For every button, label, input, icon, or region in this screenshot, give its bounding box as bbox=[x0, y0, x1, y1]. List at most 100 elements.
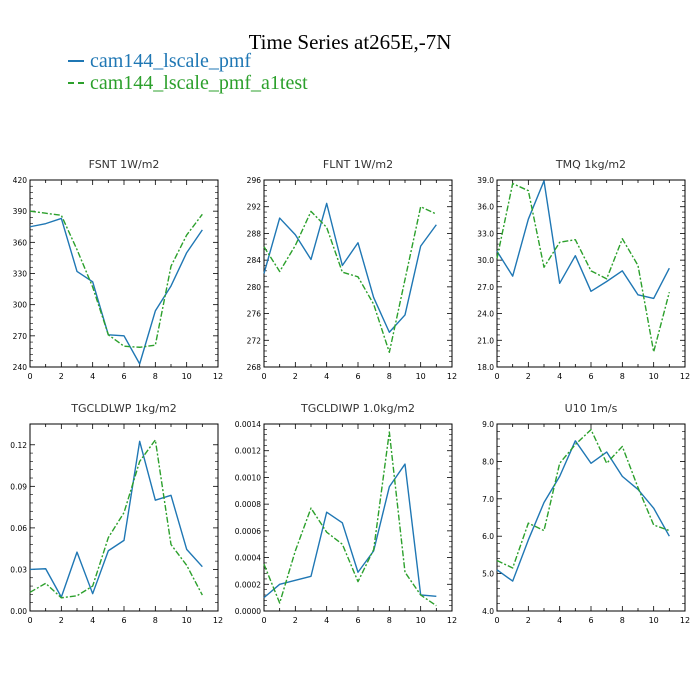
series-line-2 bbox=[263, 431, 437, 607]
x-tick-label: 10 bbox=[649, 616, 659, 625]
x-tick-label: 12 bbox=[447, 372, 457, 381]
x-tick-label: 6 bbox=[588, 616, 593, 625]
y-tick-label: 420 bbox=[13, 176, 28, 185]
series-line-1 bbox=[263, 202, 437, 333]
series-line-2 bbox=[496, 182, 671, 353]
y-tick-label: 390 bbox=[13, 207, 28, 216]
x-tick-label: 12 bbox=[447, 616, 457, 625]
y-tick-label: 300 bbox=[13, 301, 28, 310]
y-tick-label: 27.0 bbox=[477, 283, 494, 292]
series-line-1 bbox=[263, 463, 437, 599]
panel-title: FSNT 1W/m2 bbox=[89, 158, 160, 171]
legend-swatch-2 bbox=[68, 82, 84, 84]
y-tick-label: 0.0002 bbox=[235, 580, 261, 589]
y-tick-label: 33.0 bbox=[477, 229, 494, 238]
y-tick-label: 0.00 bbox=[10, 607, 27, 616]
x-tick-label: 10 bbox=[182, 372, 192, 381]
y-tick-label: 18.0 bbox=[477, 363, 494, 372]
x-tick-label: 8 bbox=[153, 616, 158, 625]
series-line-2 bbox=[263, 206, 437, 354]
chart-panel-1: FSNT 1W/m2 0 2 4 6 8 10 12 240 270 300 330 360 390 420 bbox=[13, 158, 223, 381]
y-tick-label: 270 bbox=[13, 332, 28, 341]
y-tick-label: 5.0 bbox=[482, 570, 494, 579]
x-tick-label: 2 bbox=[526, 616, 531, 625]
y-tick-label: 0.03 bbox=[10, 565, 27, 574]
x-tick-label: 10 bbox=[649, 372, 659, 381]
x-tick-label: 0 bbox=[27, 616, 32, 625]
y-tick-label: 0.06 bbox=[10, 524, 27, 533]
legend-item-series-1: cam144_lscale_pmf bbox=[68, 50, 308, 72]
y-tick-label: 0.12 bbox=[10, 441, 27, 450]
x-tick-label: 8 bbox=[387, 616, 392, 625]
x-tick-label: 6 bbox=[588, 372, 593, 381]
y-tick-label: 36.0 bbox=[477, 203, 494, 212]
y-tick-label: 39.0 bbox=[477, 176, 494, 185]
x-tick-label: 2 bbox=[59, 616, 64, 625]
y-tick-label: 288 bbox=[247, 229, 262, 238]
series-line-2 bbox=[496, 428, 670, 569]
series-line-1 bbox=[29, 217, 203, 365]
x-tick-label: 0 bbox=[261, 616, 266, 625]
y-tick-label: 24.0 bbox=[477, 310, 494, 319]
x-tick-label: 4 bbox=[557, 372, 562, 381]
y-tick-label: 296 bbox=[247, 176, 262, 185]
x-tick-label: 4 bbox=[324, 372, 329, 381]
y-tick-label: 284 bbox=[247, 256, 262, 265]
x-tick-label: 0 bbox=[27, 372, 32, 381]
chart-panel-3: TMQ 1kg/m2 0 2 4 6 8 10 12 18.0 21.0 24.0 27.0 30.0 3… bbox=[477, 158, 690, 381]
y-tick-label: 21.0 bbox=[477, 336, 494, 345]
x-tick-label: 12 bbox=[680, 372, 690, 381]
x-tick-label: 2 bbox=[293, 616, 298, 625]
series-line-1 bbox=[496, 180, 670, 300]
plot-frame bbox=[29, 423, 219, 612]
x-tick-label: 8 bbox=[153, 372, 158, 381]
y-tick-label: 0.0012 bbox=[235, 447, 261, 456]
panel-title: U10 1m/s bbox=[565, 402, 618, 415]
y-tick-label: 240 bbox=[13, 363, 28, 372]
y-tick-label: 280 bbox=[247, 283, 262, 292]
x-tick-label: 10 bbox=[416, 372, 426, 381]
y-tick-label: 276 bbox=[247, 310, 262, 319]
series-line-1 bbox=[29, 440, 203, 598]
x-tick-label: 2 bbox=[293, 372, 298, 381]
chart-panel-4: TGCLDLWP 1kg/m2 0 2 4 6 8 10 12 0.00 0.03 0.06 0.09… bbox=[10, 402, 223, 625]
plot-frame bbox=[263, 423, 453, 612]
series-line-2 bbox=[29, 439, 203, 599]
x-tick-label: 12 bbox=[680, 616, 690, 625]
y-tick-label: 0.0004 bbox=[235, 554, 261, 563]
y-tick-label: 0.0008 bbox=[235, 500, 261, 509]
x-tick-label: 8 bbox=[620, 616, 625, 625]
x-tick-label: 8 bbox=[620, 372, 625, 381]
x-tick-label: 4 bbox=[90, 616, 95, 625]
series-line-1 bbox=[496, 440, 670, 582]
panel-title: TMQ 1kg/m2 bbox=[555, 158, 626, 171]
panel-title: TGCLDIWP 1.0kg/m2 bbox=[300, 402, 415, 415]
chart-panel-5: TGCLDIWP 1.0kg/m2 0 2 4 6 8 10 12 0.0000 0.0002 0.… bbox=[235, 402, 457, 625]
legend: cam144_lscale_pmf cam144_lscale_pmf_a1te… bbox=[68, 50, 308, 94]
x-tick-label: 6 bbox=[355, 616, 360, 625]
panel-title: TGCLDLWP 1kg/m2 bbox=[70, 402, 176, 415]
series-line-2 bbox=[29, 210, 203, 348]
y-tick-label: 6.0 bbox=[482, 532, 494, 541]
x-tick-label: 0 bbox=[261, 372, 266, 381]
x-tick-label: 12 bbox=[213, 616, 223, 625]
plot-frame bbox=[29, 179, 219, 368]
x-tick-label: 0 bbox=[494, 616, 499, 625]
y-tick-label: 272 bbox=[247, 336, 262, 345]
x-tick-label: 2 bbox=[59, 372, 64, 381]
x-tick-label: 8 bbox=[387, 372, 392, 381]
plot-frame bbox=[496, 423, 686, 612]
x-tick-label: 4 bbox=[557, 616, 562, 625]
x-tick-label: 0 bbox=[494, 372, 499, 381]
x-tick-label: 4 bbox=[324, 616, 329, 625]
y-tick-label: 30.0 bbox=[477, 256, 494, 265]
panel-title: FLNT 1W/m2 bbox=[323, 158, 393, 171]
y-tick-label: 7.0 bbox=[482, 495, 494, 504]
y-tick-label: 0.0006 bbox=[235, 527, 261, 536]
x-tick-label: 6 bbox=[355, 372, 360, 381]
legend-label-2: cam144_lscale_pmf_a1test bbox=[90, 71, 308, 94]
chart-panel-2: FLNT 1W/m2 0 2 4 6 8 10 12 268 272 276 280 284 288 292… bbox=[247, 158, 457, 381]
y-tick-label: 0.09 bbox=[10, 482, 27, 491]
x-tick-label: 6 bbox=[121, 616, 126, 625]
